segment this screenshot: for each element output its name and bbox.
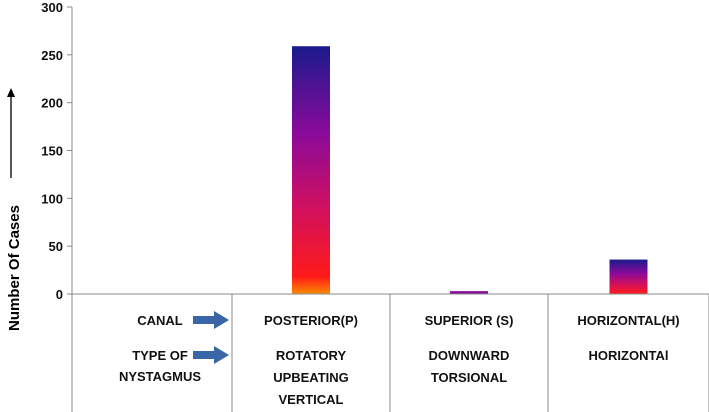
row-label-nystagmus: NYSTAGMUS xyxy=(119,369,201,384)
category-nystagmus-label: DOWNWARD xyxy=(429,348,510,363)
y-tick-label: 200 xyxy=(41,96,63,111)
y-tick-label: 0 xyxy=(56,287,63,302)
bar xyxy=(609,259,648,294)
row-label-nystagmus: TYPE OF xyxy=(132,348,188,363)
category-canal-label: POSTERIOR(P) xyxy=(264,313,358,328)
nystagmus-arrow-icon xyxy=(193,346,229,364)
category-nystagmus-label: UPBEATING xyxy=(273,370,349,385)
y-tick-label: 100 xyxy=(41,191,63,206)
category-canal-label: SUPERIOR (S) xyxy=(425,313,514,328)
y-tick-label: 150 xyxy=(41,144,63,159)
category-nystagmus-label: ROTATORY xyxy=(276,348,347,363)
category-nystagmus-label: VERTICAL xyxy=(279,392,344,407)
bar xyxy=(450,291,488,294)
bar xyxy=(292,46,330,295)
y-axis-label: Number Of Cases xyxy=(6,205,23,331)
category-nystagmus-label: HORIZONTAl xyxy=(589,348,669,363)
category-canal-label: HORIZONTAL(H) xyxy=(577,313,679,328)
y-tick-label: 50 xyxy=(49,239,63,254)
category-nystagmus-label: TORSIONAL xyxy=(431,370,507,385)
canal-arrow-icon xyxy=(193,311,229,329)
y-axis-arrow-head xyxy=(7,88,15,97)
row-label-canal: CANAL xyxy=(137,313,183,328)
y-tick-label: 250 xyxy=(41,48,63,63)
y-tick-label: 300 xyxy=(41,0,63,15)
